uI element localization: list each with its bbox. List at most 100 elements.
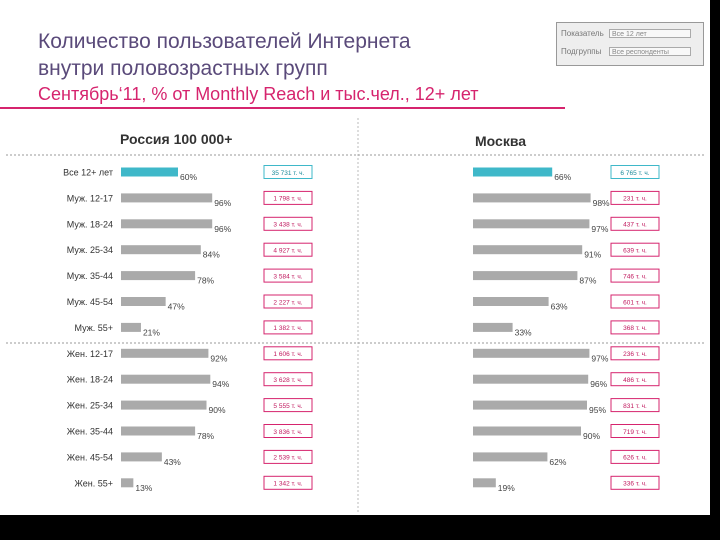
- count-label: 231 т. ч.: [623, 196, 647, 203]
- bar: [121, 245, 201, 255]
- bar: [473, 400, 587, 410]
- count-label: 35 731 т. ч.: [272, 170, 305, 177]
- bar-chart: Все 12+ лет Муж. 12-17 Муж. 18-24 Муж. 25-3…: [6, 118, 704, 512]
- count-label: 1 798 т. ч.: [273, 196, 302, 203]
- bar: [473, 245, 583, 255]
- category-label: Жен. 35-44: [67, 427, 113, 437]
- bar: [121, 452, 162, 462]
- count-box: [610, 268, 660, 283]
- count-box: [263, 294, 313, 309]
- category-label: Жен. 25-34: [67, 401, 113, 411]
- count-box: [263, 372, 313, 387]
- count-label: 2 539 т. ч.: [273, 455, 302, 462]
- count-label: 236 т. ч.: [623, 351, 647, 358]
- count-label: 3 836 т. ч.: [273, 429, 302, 436]
- count-label: 437 т. ч.: [623, 222, 647, 229]
- bar: [473, 426, 581, 436]
- category-label: Муж. 55+: [75, 323, 114, 333]
- value-label: 60%: [180, 172, 197, 182]
- bar: [473, 193, 591, 203]
- value-label: 47%: [168, 302, 185, 312]
- bar: [473, 348, 590, 358]
- count-box: [263, 449, 313, 464]
- count-box: [610, 320, 660, 335]
- chart-title-line1: Количество пользователей Интернета: [38, 30, 411, 53]
- count-label: 639 т. ч.: [623, 248, 647, 255]
- value-label: 90%: [209, 405, 226, 415]
- count-box: [610, 165, 660, 179]
- count-box: [263, 346, 313, 361]
- value-label: 96%: [590, 379, 607, 389]
- count-label: 1 342 т. ч.: [273, 481, 302, 488]
- value-label: 78%: [197, 431, 214, 441]
- value-label: 92%: [210, 353, 227, 363]
- chart-subtitle: Сентябрь‘11, % от Monthly Reach и тыс.че…: [38, 84, 479, 104]
- category-label: Все 12+ лет: [63, 168, 113, 178]
- value-label: 96%: [214, 198, 231, 208]
- count-box: [610, 216, 660, 231]
- bar: [473, 478, 496, 488]
- filter-select-1[interactable]: Все 12 лет: [609, 29, 691, 38]
- filter-label-2: Подгруппы: [561, 47, 602, 56]
- bar: [473, 297, 549, 306]
- count-label: 6 765 т. ч.: [620, 170, 649, 177]
- value-label: 97%: [591, 353, 608, 363]
- count-label: 5 555 т. ч.: [273, 403, 302, 410]
- category-label: Муж. 18-24: [67, 219, 113, 229]
- filter-label-1: Показатель: [561, 29, 604, 38]
- category-label: Жен. 18-24: [67, 375, 113, 385]
- value-label: 97%: [591, 224, 608, 234]
- category-label: Муж. 45-54: [67, 297, 113, 307]
- count-box: [263, 268, 313, 283]
- panel-title-russia: Россия 100 000+: [120, 131, 233, 147]
- chart-title-line2: внутри половозрастных групп: [38, 57, 328, 80]
- count-box: [610, 398, 660, 413]
- value-label: 78%: [197, 276, 214, 286]
- value-label: 90%: [583, 431, 600, 441]
- filter-panel: Показатель Все 12 лет Подгруппы Все респ…: [556, 22, 704, 66]
- count-label: 719 т. ч.: [623, 429, 647, 436]
- bar: [121, 478, 134, 488]
- count-box: [610, 242, 660, 257]
- bar: [121, 322, 141, 332]
- bar: [121, 167, 178, 177]
- bar: [121, 219, 213, 229]
- bar: [473, 219, 590, 229]
- count-box: [610, 294, 660, 309]
- value-label: 98%: [593, 198, 610, 208]
- value-label: 84%: [203, 250, 220, 260]
- count-box: [263, 216, 313, 231]
- category-label: Муж. 35-44: [67, 271, 113, 281]
- bar: [121, 348, 209, 358]
- bar: [473, 167, 553, 177]
- count-box: [610, 475, 660, 490]
- value-label: 21%: [143, 327, 160, 337]
- bar: [473, 374, 589, 384]
- count-label: 3 628 т. ч.: [273, 377, 302, 384]
- bar: [121, 426, 196, 436]
- count-box: [610, 372, 660, 387]
- bar: [121, 271, 196, 281]
- title-divider: [0, 107, 565, 109]
- value-label: 13%: [135, 483, 152, 493]
- value-label: 91%: [584, 250, 601, 260]
- filter-select-2[interactable]: Все респонденты: [609, 47, 691, 56]
- bar: [121, 400, 207, 410]
- count-label: 1 382 т. ч.: [273, 325, 302, 332]
- value-label: 63%: [551, 302, 568, 312]
- value-label: 62%: [549, 457, 566, 467]
- value-label: 95%: [589, 405, 606, 415]
- bar: [473, 271, 578, 281]
- value-label: 43%: [164, 457, 181, 467]
- value-label: 66%: [554, 172, 571, 182]
- bar: [121, 374, 211, 384]
- count-label: 626 т. ч.: [623, 455, 647, 462]
- count-label: 746 т. ч.: [623, 273, 647, 280]
- bar: [473, 452, 548, 462]
- count-label: 3 584 т. ч.: [273, 273, 302, 280]
- value-label: 94%: [212, 379, 229, 389]
- slide: Количество пользователей Интернета внутр…: [0, 0, 710, 515]
- count-label: 601 т. ч.: [623, 299, 647, 306]
- value-label: 33%: [515, 327, 532, 337]
- category-label: Жен. 55+: [75, 478, 113, 488]
